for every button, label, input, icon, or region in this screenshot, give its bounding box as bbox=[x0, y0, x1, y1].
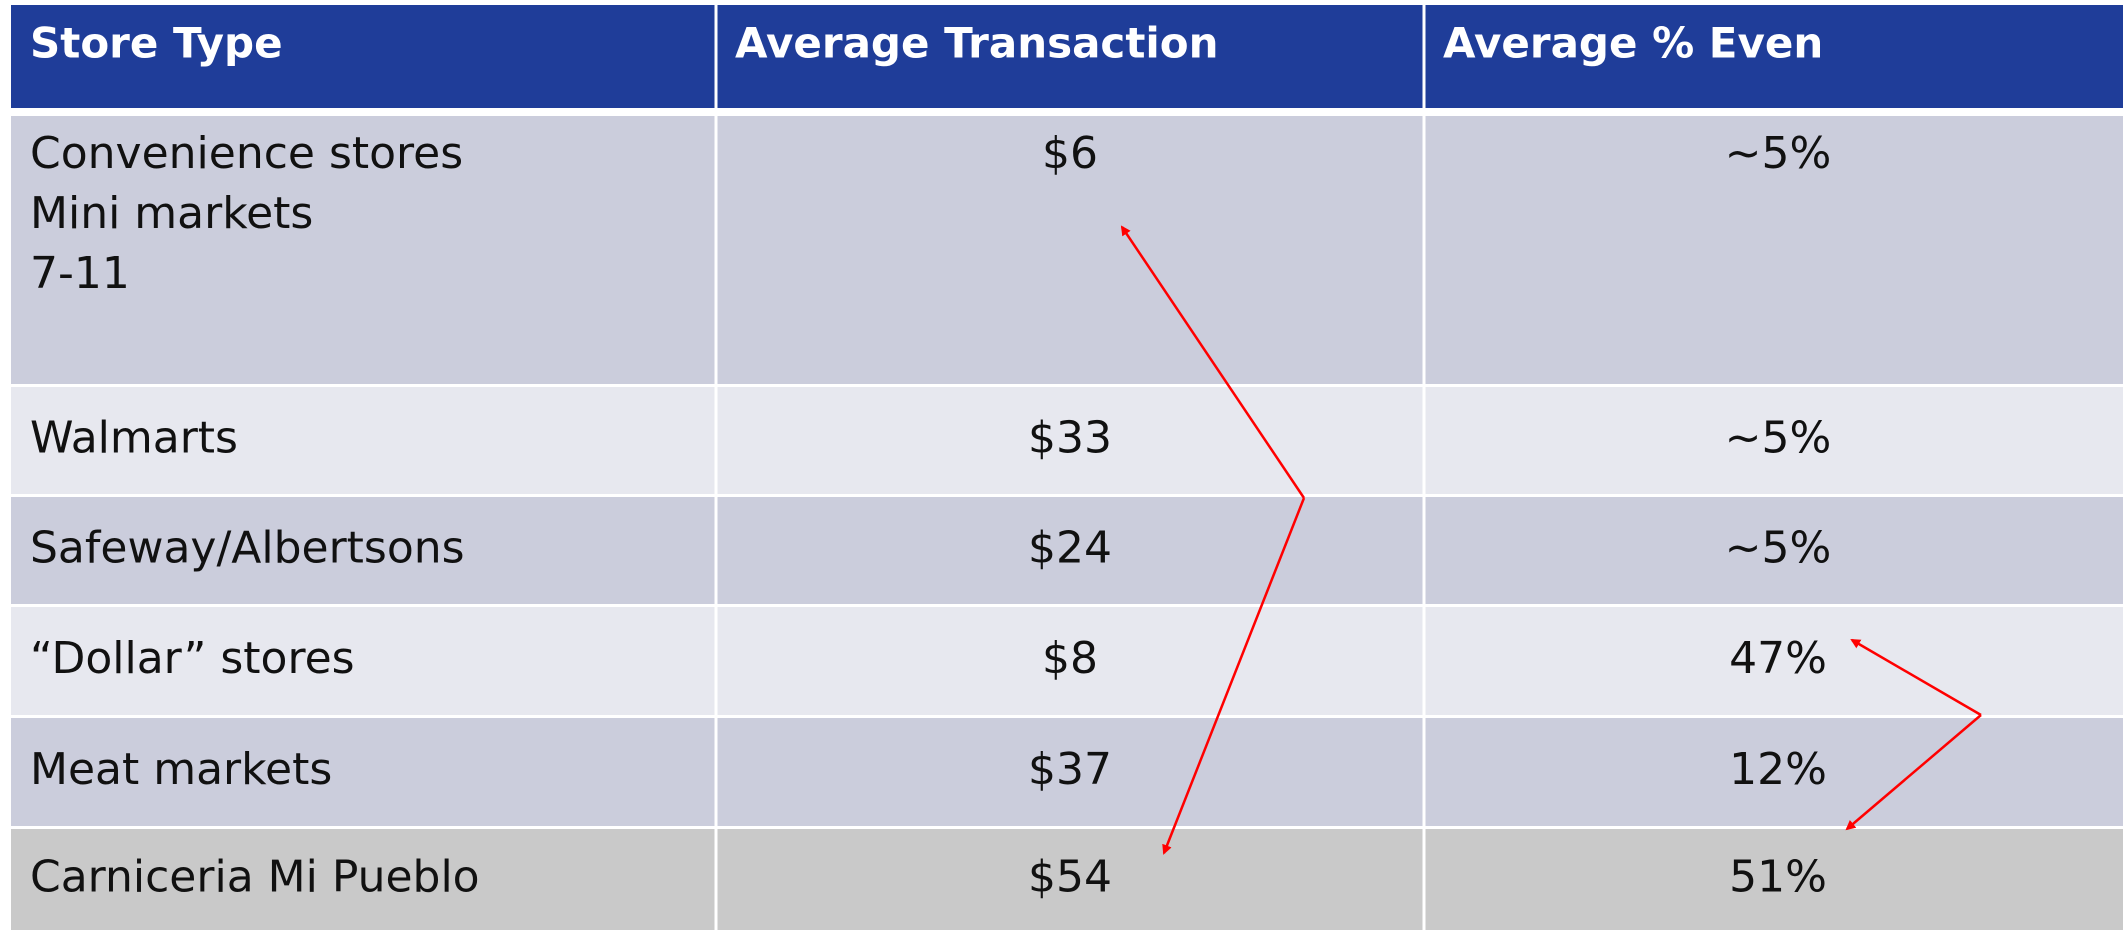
average-transaction: $24 bbox=[1028, 523, 1112, 574]
cell-bg bbox=[717, 718, 1423, 826]
average-transaction: $6 bbox=[1042, 128, 1098, 179]
average-transaction: $54 bbox=[1028, 852, 1112, 903]
cell-bg bbox=[717, 116, 1423, 384]
cell-bg bbox=[717, 829, 1423, 930]
cell-bg bbox=[11, 607, 715, 715]
store-type: 7-11 bbox=[30, 248, 130, 299]
cell-bg bbox=[717, 387, 1423, 494]
average-percent-even: ~5% bbox=[1725, 128, 1832, 179]
header-row bbox=[11, 5, 2123, 108]
cell-bg bbox=[11, 116, 715, 384]
store-type: Carniceria Mi Pueblo bbox=[30, 852, 480, 903]
cell-bg bbox=[1425, 497, 2123, 604]
cell-bg bbox=[11, 718, 715, 826]
cell-bg bbox=[11, 829, 715, 930]
cell-bg bbox=[1425, 387, 2123, 494]
cell-bg bbox=[11, 497, 715, 604]
cell-bg bbox=[11, 387, 715, 494]
average-percent-even: 12% bbox=[1729, 744, 1827, 795]
store-type: Walmarts bbox=[30, 413, 238, 464]
arrow bbox=[1120, 225, 1306, 499]
cell-bg bbox=[1425, 829, 2123, 930]
header-cell: Store Type bbox=[30, 19, 283, 68]
header-cell: Average % Even bbox=[1443, 19, 1823, 68]
average-percent-even: ~5% bbox=[1725, 413, 1832, 464]
cell-bg bbox=[1425, 607, 2123, 715]
store-type: Mini markets bbox=[30, 188, 313, 239]
arrow bbox=[1850, 638, 1982, 717]
arrow bbox=[1845, 714, 1982, 831]
annotation-arrows bbox=[1120, 225, 1982, 855]
store-type: “Dollar” stores bbox=[30, 633, 355, 684]
cell-bg bbox=[717, 607, 1423, 715]
arrow bbox=[1162, 497, 1306, 855]
store-type: Meat markets bbox=[30, 744, 332, 795]
average-percent-even: 51% bbox=[1729, 852, 1827, 903]
cell-bg bbox=[1425, 116, 2123, 384]
average-percent-even: ~5% bbox=[1725, 523, 1832, 574]
store-type: Safeway/Albertsons bbox=[30, 523, 465, 574]
cell-bg bbox=[1425, 718, 2123, 826]
table: Store Type Average Transaction Average % E… bbox=[11, 5, 2123, 930]
header-cell: Average Transaction bbox=[735, 19, 1219, 68]
store-type: Convenience stores bbox=[30, 128, 463, 179]
average-transaction: $8 bbox=[1042, 633, 1098, 684]
cell-bg bbox=[717, 497, 1423, 604]
average-transaction: $37 bbox=[1028, 744, 1112, 795]
average-transaction: $33 bbox=[1028, 413, 1112, 464]
average-percent-even: 47% bbox=[1729, 633, 1827, 684]
